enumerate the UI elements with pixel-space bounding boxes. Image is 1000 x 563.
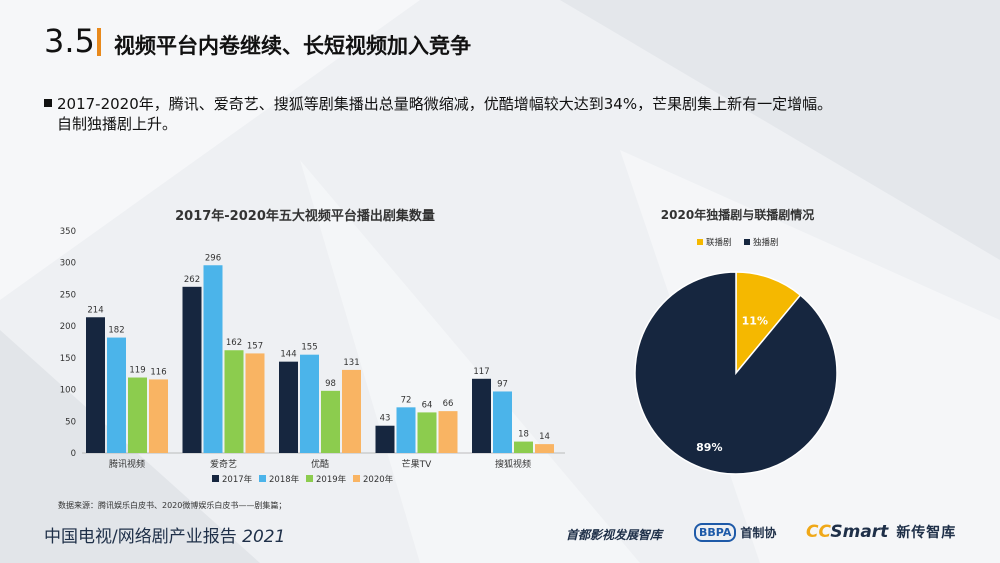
x-category-label: 腾讯视频 [109, 458, 145, 470]
bar-data-label: 116 [150, 367, 166, 377]
bar-data-label: 262 [184, 275, 200, 285]
bar-1-2 [300, 354, 319, 453]
bar-data-label: 43 [380, 414, 391, 424]
report-title: 中国电视/网络剧产业报告 2021 [44, 522, 285, 547]
legend-swatch [306, 475, 313, 482]
bar-1-1 [203, 265, 223, 453]
bar-chart-title: 2017年-2020年五大视频平台播出剧集数量 [175, 209, 435, 224]
pie-legend-swatch [744, 239, 750, 245]
bar-data-label: 144 [280, 350, 296, 360]
bar-3-1 [245, 353, 265, 453]
y-tick-label: 350 [60, 227, 76, 237]
legend-label: 2019年 [316, 474, 347, 485]
bar-data-label: 18 [518, 430, 529, 440]
page-title: 视频平台内卷继续、长短视频加入竞争 [114, 34, 471, 58]
pie-slice-label: 89% [696, 441, 722, 454]
bar-data-label: 214 [87, 305, 103, 315]
x-category-label: 优酷 [311, 458, 329, 470]
bbpa-badge: BBPA [694, 523, 737, 542]
logo-bbpa: BBPA 首制协 [694, 523, 776, 542]
legend-label: 2020年 [363, 474, 394, 485]
ccsmart-mark: CCSmart [806, 522, 888, 542]
bar-3-4 [535, 444, 554, 453]
logo-capital-think-tank: 首都影视发展智库 [566, 528, 663, 542]
bullet-square-icon [44, 99, 52, 107]
bar-data-label: 119 [129, 366, 145, 376]
bar-data-label: 66 [443, 399, 454, 409]
bar-data-label: 162 [226, 338, 242, 348]
bar-0-0 [86, 317, 105, 453]
bar-data-label: 14 [539, 432, 550, 442]
bar-data-label: 97 [497, 379, 508, 389]
bar-3-3 [438, 411, 458, 453]
bar-data-label: 98 [325, 379, 336, 389]
bar-2-2 [321, 390, 340, 453]
pie-legend-label: 独播剧 [753, 237, 779, 248]
bar-0-1 [182, 286, 202, 453]
bullet-line-2: 自制独播剧上升。 [57, 115, 178, 133]
bar-data-label: 296 [205, 253, 221, 263]
y-tick-label: 100 [60, 386, 76, 396]
bar-2-4 [514, 441, 533, 453]
pie-legend-swatch [697, 239, 703, 245]
y-tick-label: 200 [60, 322, 76, 332]
bar-data-label: 72 [401, 395, 412, 405]
bar-data-label: 64 [422, 400, 433, 410]
pie-chart-title: 2020年独播剧与联播剧情况 [660, 208, 815, 222]
bar-2-1 [224, 350, 244, 453]
ccsmart-text: 新传智库 [896, 525, 957, 541]
bar-3-2 [342, 369, 361, 453]
bar-0-2 [279, 361, 298, 453]
bar-data-label: 182 [108, 326, 124, 336]
bar-0-3 [375, 425, 395, 453]
pie-slice-0 [735, 271, 802, 376]
bullet-line-1: 2017-2020年，腾讯、爱奇艺、搜狐等剧集播出总量略微缩减，优酷增幅较大达到… [57, 95, 833, 113]
legend-swatch [259, 475, 266, 482]
logo-ccsmart: CCSmart 新传智库 [806, 522, 956, 542]
bbpa-text: 首制协 [740, 526, 777, 540]
bar-data-label: 157 [247, 341, 263, 351]
y-tick-label: 300 [60, 259, 76, 269]
y-tick-label: 250 [60, 290, 76, 300]
ccsmart-smart: Smart [830, 522, 889, 542]
report-title-text: 中国电视/网络剧产业报告 [44, 527, 237, 547]
x-category-label: 搜狐视频 [495, 458, 531, 470]
report-year: 2021 [242, 527, 286, 547]
title-accent-bar [97, 28, 101, 56]
bar-data-label: 155 [301, 343, 317, 353]
bar-1-4 [493, 391, 512, 453]
bar-data-label: 131 [343, 358, 359, 368]
bar-3-0 [149, 379, 168, 453]
bar-2-0 [128, 377, 147, 453]
y-tick-label: 0 [71, 449, 76, 459]
legend-label: 2018年 [269, 474, 300, 485]
ccsmart-cc: CC [806, 522, 831, 542]
summary-bullet: 2017-2020年，腾讯、爱奇艺、搜狐等剧集播出总量略微缩减，优酷增幅较大达到… [44, 94, 944, 134]
pie-legend-label: 联播剧 [706, 237, 732, 248]
data-source-note: 数据来源：腾讯娱乐白皮书、2020微博娱乐白皮书——剧集篇； [58, 501, 287, 510]
section-number: 3.5 [44, 22, 95, 60]
bar-1-0 [107, 337, 126, 453]
bar-1-3 [396, 407, 416, 453]
y-tick-label: 50 [65, 417, 76, 427]
legend-swatch [353, 475, 360, 482]
x-category-label: 芒果TV [402, 458, 432, 470]
legend-swatch [212, 475, 219, 482]
legend-label: 2017年 [222, 474, 253, 485]
y-tick-label: 150 [60, 354, 76, 364]
bar-2-3 [417, 412, 437, 453]
pie-slice-label: 11% [742, 315, 768, 328]
x-category-label: 爱奇艺 [210, 458, 237, 470]
bar-data-label: 117 [473, 367, 489, 377]
pie-slice-1 [634, 271, 838, 475]
bar-0-4 [472, 378, 491, 453]
